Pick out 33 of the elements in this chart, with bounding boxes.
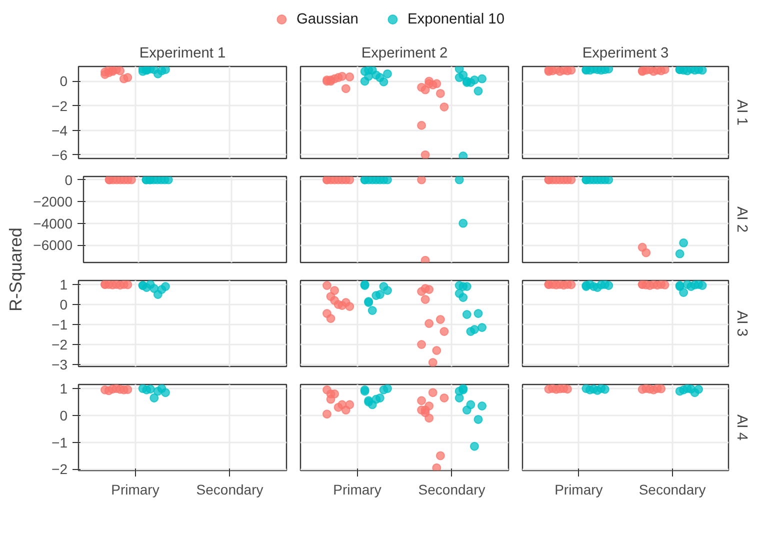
y-tick-label: 0 [60,296,68,312]
y-tick-label: 1 [60,276,68,292]
y-tick-label: 0 [64,172,73,188]
y2-axis-title: AI 4 [734,414,750,441]
x-tick-label: Primary [333,482,382,498]
y2-axis-title: AI 3 [734,310,750,337]
y-tick-label: −2 [52,98,68,114]
legend-label: Gaussian [296,12,358,28]
y-tick-label: −1 [52,434,68,450]
x-tick-label: Secondary [196,482,264,498]
legend-label: Exponential 10 [408,12,504,28]
chart-title: Experiment 1 [139,46,226,62]
x-tick-label: Primary [111,482,160,498]
y-tick-label: 1 [60,380,68,397]
y-tick-label: −2000 [33,194,73,210]
chart-title: Experiment 2 [361,46,448,62]
y-tick-label: 0 [60,407,68,424]
y-tick-label: −3 [52,356,68,372]
y2-axis-title: AI 1 [734,99,750,126]
y-tick-label: −6 [52,146,68,163]
y-tick-label: −6000 [33,237,73,254]
y-tick-label: −4000 [33,215,73,232]
y-tick-label: −1 [52,316,68,332]
y-axis-title: R-Squared [6,228,26,312]
x-tick-label: Secondary [638,482,706,498]
y-tick-label: 0 [60,73,68,90]
x-tick-label: Secondary [418,482,486,498]
y-tick-label: −4 [52,122,68,138]
y2-axis-title: AI 2 [734,206,750,233]
y-tick-label: −2 [52,336,68,352]
chart-title: Experiment 3 [582,46,669,62]
x-tick-label: Primary [554,482,603,498]
y-tick-label: −2 [52,461,68,478]
